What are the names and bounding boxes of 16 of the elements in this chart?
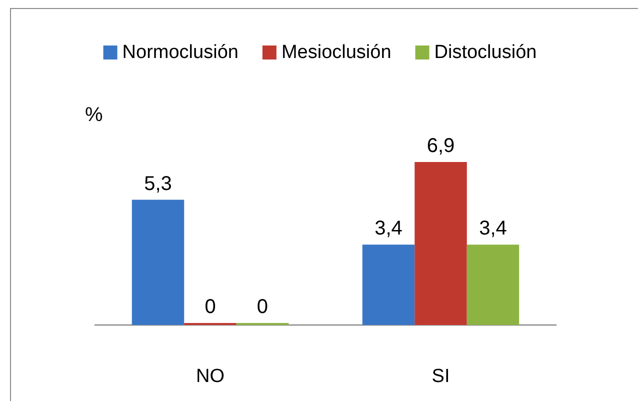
data-label: 3,4 (374, 218, 402, 240)
bar (466, 244, 520, 325)
data-label: 6,9 (426, 135, 455, 157)
data-label: 0 (204, 296, 216, 318)
bar (414, 162, 467, 325)
y-axis-title: % (85, 104, 103, 126)
data-label: 3,4 (479, 218, 507, 240)
x-tick-label: NO (196, 366, 224, 387)
legend-label: Normoclusión (122, 42, 238, 63)
legend-label: Mesioclusión (281, 42, 392, 63)
data-label: 0 (256, 296, 268, 318)
legend-label: Distoclusión (434, 42, 537, 63)
bar (132, 200, 184, 325)
data-label: 5,3 (144, 172, 172, 195)
x-tick-label: SI (432, 366, 450, 387)
bar (362, 244, 415, 325)
